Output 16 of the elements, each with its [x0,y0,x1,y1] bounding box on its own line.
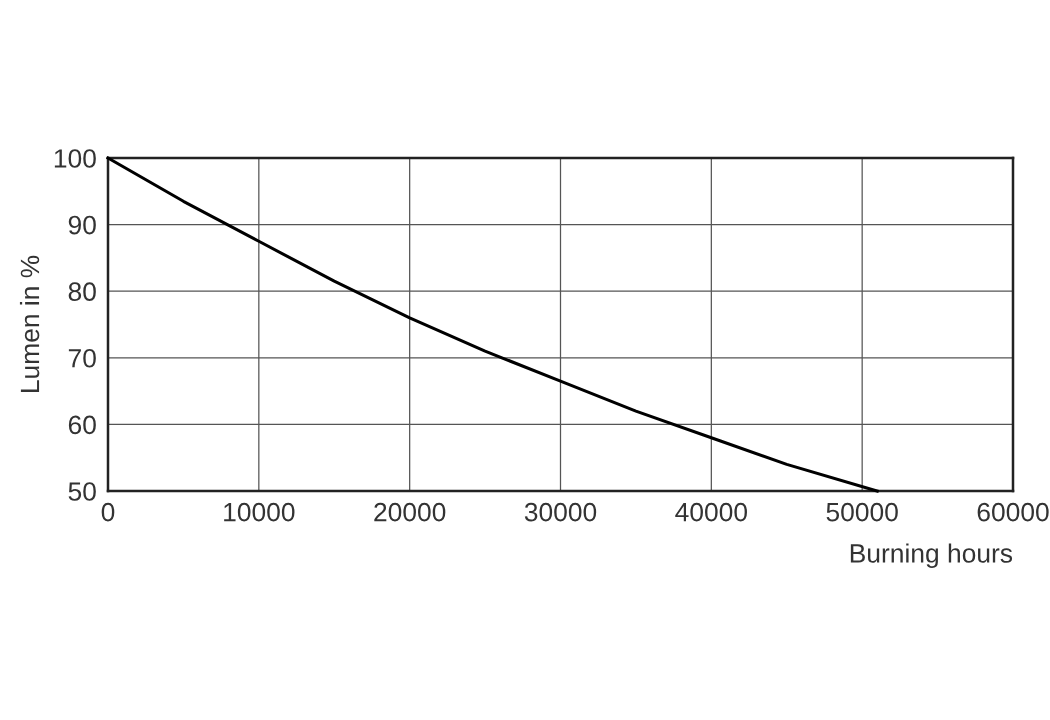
y-tick-label: 80 [68,282,96,302]
y-tick-label: 100 [54,149,96,168]
x-tick-label: 20000 [374,502,446,522]
x-tick-label: 10000 [224,502,295,522]
x-tick-label: 40000 [675,502,747,522]
line-series [106,156,879,493]
y-tick-label: 70 [68,348,96,368]
y-tick-label: 60 [68,415,96,435]
y-tick-label: 90 [68,215,96,235]
y-axis-title: Lumen in % [19,255,40,393]
x-tick-label: 0 [101,502,115,522]
x-axis-title: Burning hours [850,543,1013,568]
y-tick-label: 50 [68,482,96,501]
x-tick-label: 50000 [826,502,898,522]
x-tick-label: 60000 [977,502,1049,522]
x-tick-label: 30000 [524,502,597,522]
